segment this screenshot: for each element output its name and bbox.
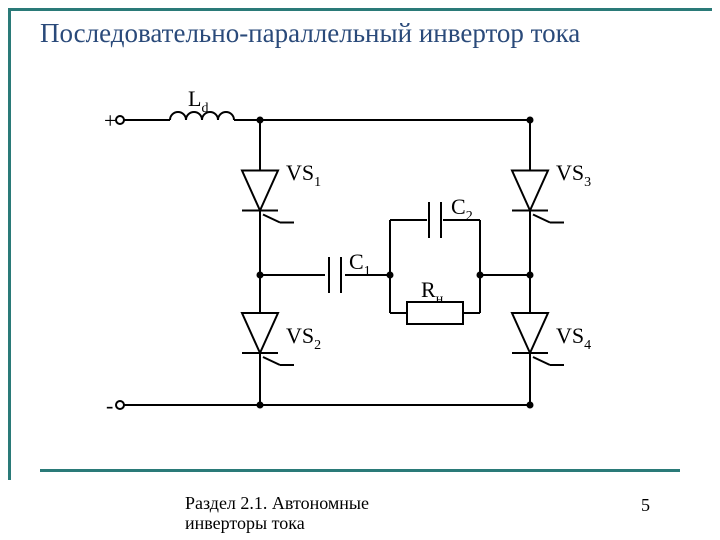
caption-line1: Раздел 2.1. Автономные bbox=[185, 493, 369, 513]
circuit-diagram: +-LdVS1VS3VS2VS4C1C2Rн bbox=[100, 70, 620, 470]
caption-line2: инверторы тока bbox=[185, 513, 305, 533]
VS1-label: VS1 bbox=[286, 160, 321, 190]
slide-title: Последовательно-параллельный инвертор то… bbox=[40, 18, 700, 49]
caption: Раздел 2.1. Автономные инверторы тока bbox=[185, 494, 485, 534]
plus-label: + bbox=[104, 108, 116, 133]
minus-label: - bbox=[106, 393, 113, 418]
page-number: 5 bbox=[641, 495, 650, 516]
VS4-label: VS4 bbox=[556, 323, 591, 353]
VS2-label: VS2 bbox=[286, 323, 321, 353]
VS3-label: VS3 bbox=[556, 160, 591, 190]
